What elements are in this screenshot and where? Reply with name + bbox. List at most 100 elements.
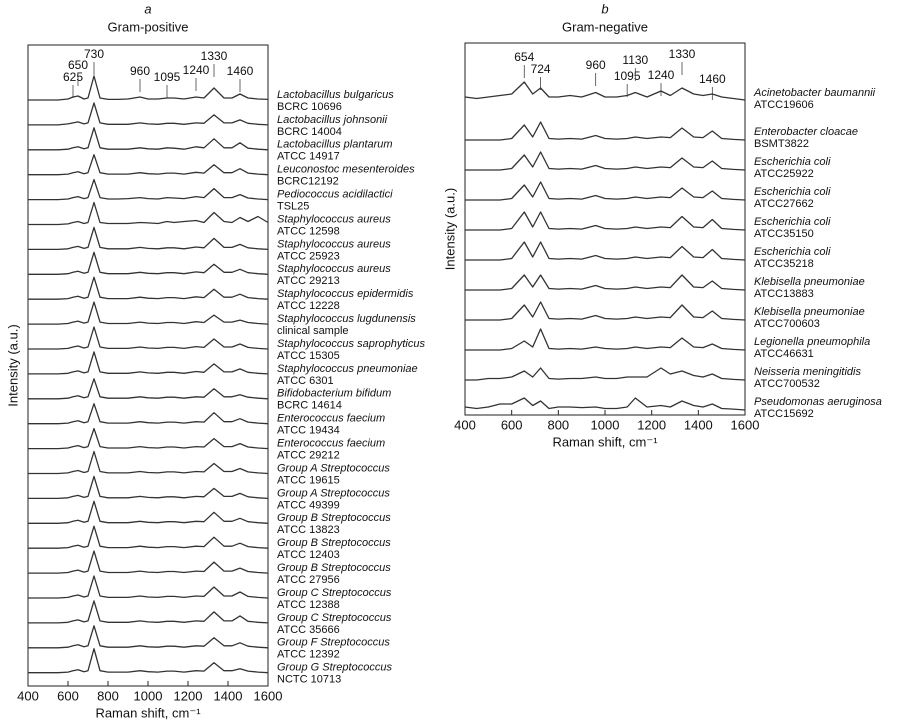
x-tick-label: 400: [17, 688, 39, 703]
spectrum: [28, 201, 269, 226]
spectrum: [28, 276, 269, 300]
spectrum: [28, 427, 269, 450]
y-axis-title: Intensity (a.u.): [5, 324, 20, 406]
spectrum: [28, 575, 269, 599]
spectrum: [465, 367, 746, 381]
strain-id: ATCC 14917: [277, 151, 340, 163]
species-name: Klebisella pneumoniae: [754, 276, 865, 288]
strain-id: ATCC25922: [754, 168, 814, 180]
panel-title: Gram-negative: [562, 19, 648, 34]
x-tick-label: 600: [57, 688, 79, 703]
species-name: Staphylococcus pneumoniae: [277, 363, 418, 375]
panel-title: Gram-positive: [108, 19, 189, 34]
species-name: Staphylococcus epidermidis: [277, 288, 414, 300]
strain-id: TSL25: [277, 201, 309, 213]
strain-id: ATCC 12598: [277, 225, 340, 237]
species-name: Group C Streptococcus: [277, 612, 392, 624]
peak-label: 1460: [699, 72, 726, 86]
spectrum: [464, 81, 746, 101]
spectrum: [465, 301, 746, 321]
peak-label: 654: [514, 50, 534, 64]
spectrum: [28, 378, 269, 400]
species-name: Group A Streptococcus: [277, 462, 390, 474]
strain-id: ATCC46631: [754, 348, 814, 360]
strain-id: ATCC 29213: [277, 275, 340, 287]
spectrum: [465, 121, 746, 141]
species-name: Lactobacillus plantarum: [277, 139, 393, 151]
strain-id: ATCC 29212: [277, 450, 340, 462]
strain-id: ATCC 12403: [277, 549, 340, 561]
strain-id: ATCC13883: [754, 288, 814, 300]
x-axis-title: Raman shift, cm⁻¹: [552, 434, 658, 449]
spectrum: [28, 625, 269, 649]
x-tick-label: 600: [501, 417, 523, 432]
x-tick-label: 800: [97, 688, 119, 703]
species-name: Group B Streptococcus: [277, 562, 391, 574]
species-name: Bifidobacterium bifidum: [277, 388, 391, 400]
strain-id: BSMT3822: [754, 138, 809, 150]
species-name: Staphylococcus saprophyticus: [277, 338, 425, 350]
spectrum: [28, 475, 269, 500]
x-tick-label: 800: [547, 417, 569, 432]
x-tick-label: 1200: [174, 688, 203, 703]
peak-label: 1240: [183, 63, 210, 77]
species-name: Pediococcus acidilactici: [277, 189, 393, 201]
species-name: Leuconostoc mesenteroides: [277, 164, 415, 176]
panel-letter: b: [601, 1, 608, 16]
spectrum: [465, 328, 746, 351]
peak-label: 1330: [669, 47, 696, 61]
spectrum: [28, 326, 269, 350]
strain-id: ATCC 12392: [277, 649, 340, 661]
strain-id: ATCC700603: [754, 318, 820, 330]
species-name: Staphylococcus aureus: [277, 263, 391, 275]
spectrum: [28, 403, 269, 425]
spectrum: [465, 274, 746, 291]
x-tick-label: 1000: [591, 417, 620, 432]
x-tick-label: 1600: [731, 417, 760, 432]
species-name: Enterococcus faecium: [277, 438, 385, 450]
plot-frame: [27, 44, 269, 687]
spectrum: [465, 241, 746, 261]
x-tick-label: 1200: [637, 417, 666, 432]
strain-id: ATCC35150: [754, 228, 814, 240]
x-tick-label: 1400: [684, 417, 713, 432]
strain-id: ATCC 25923: [277, 250, 340, 262]
peak-label: 1095: [154, 70, 181, 84]
strain-id: clinical sample: [277, 325, 349, 337]
species-name: Group G Streptococcus: [277, 662, 392, 674]
species-name: Group A Streptococcus: [277, 487, 390, 499]
spectrum: [464, 397, 746, 411]
strain-id: ATCC15692: [754, 408, 814, 420]
spectrum: [28, 301, 269, 325]
species-name: Klebisella pneumoniae: [754, 306, 865, 318]
species-name: Enterobacter cloacae: [754, 126, 858, 138]
spectrum: [28, 600, 269, 624]
spectrum: [28, 226, 269, 251]
peak-label: 625: [63, 70, 83, 84]
species-name: Escherichia coli: [754, 246, 831, 258]
spectrum: [28, 75, 269, 101]
strain-id: ATCC 6301: [277, 375, 334, 387]
species-name: Escherichia coli: [754, 156, 831, 168]
strain-id: ATCC 49399: [277, 499, 340, 511]
spectrum: [28, 154, 269, 176]
x-tick-label: 1000: [134, 688, 163, 703]
strain-id: ATCC 35666: [277, 624, 340, 636]
species-name: Group B Streptococcus: [277, 537, 391, 549]
peak-label: 1460: [227, 64, 254, 78]
species-name: Pseudomonas aeruginosa: [754, 396, 882, 408]
peak-label: 1095: [614, 69, 641, 83]
peak-label: 650: [68, 58, 88, 72]
species-name: Staphylococcus aureus: [277, 238, 391, 250]
strain-id: BCRC12192: [277, 176, 339, 188]
x-tick-label: 400: [454, 417, 476, 432]
x-axis-title: Raman shift, cm⁻¹: [95, 705, 201, 720]
y-axis-title: Intensity (a.u.): [442, 188, 457, 270]
strain-id: ATCC 19434: [277, 425, 340, 437]
peak-label: 1130: [622, 53, 648, 67]
peak-label: 960: [586, 58, 606, 72]
strain-id: ATCC 15305: [277, 350, 340, 362]
species-name: Legionella pneumophila: [754, 336, 870, 348]
peak-label: 724: [531, 62, 551, 76]
peak-label: 1330: [201, 49, 228, 63]
